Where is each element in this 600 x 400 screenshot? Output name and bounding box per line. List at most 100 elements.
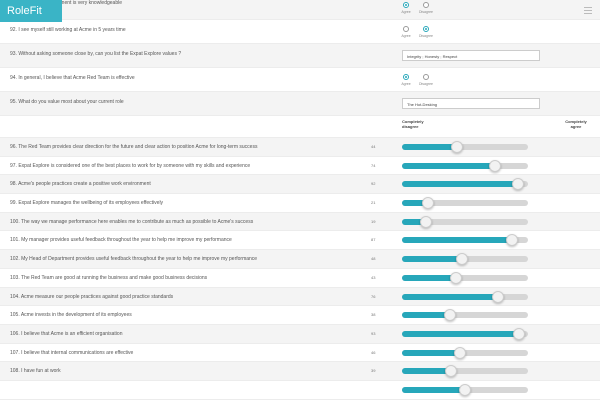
- question-row: 98. Acme's people practices create a pos…: [0, 175, 600, 195]
- question-text: 108. I have fun at work: [10, 368, 61, 375]
- radio-agree[interactable]: Agree: [397, 2, 415, 14]
- slider-fill: [402, 162, 495, 169]
- slider-handle[interactable]: [456, 253, 468, 266]
- slider-fill: [402, 200, 428, 207]
- question-text: 95. What do you value most about your cu…: [10, 99, 124, 105]
- question-text: 101. My manager provides useful feedback…: [10, 237, 232, 244]
- radio-agree[interactable]: Agree: [397, 74, 415, 86]
- slider-handle[interactable]: [444, 309, 456, 322]
- slider-value: 21: [371, 200, 376, 206]
- slider-track[interactable]: [402, 309, 528, 322]
- slider-track[interactable]: [402, 197, 528, 210]
- question-row: 105. Acme invests in the development of …: [0, 306, 600, 325]
- slider-handle[interactable]: [513, 327, 525, 340]
- slider-value: 39: [371, 368, 376, 374]
- slider-fill: [402, 293, 498, 300]
- slider-handle[interactable]: [459, 383, 471, 396]
- question-text: 96. The Red Team provides clear directio…: [10, 144, 258, 150]
- slider-fill: [402, 274, 456, 281]
- slider-track[interactable]: [402, 178, 528, 191]
- slider-value: 44: [371, 144, 376, 149]
- question-text: 91. My Head of Department is very knowle…: [10, 0, 123, 6]
- radio-disagree[interactable]: Disagree: [417, 26, 435, 38]
- question-row: 91. My Head of Department is very knowle…: [0, 0, 600, 20]
- slider-fill: [402, 181, 518, 188]
- slider-track[interactable]: [402, 327, 528, 340]
- slider-track[interactable]: [402, 215, 528, 228]
- slider-track[interactable]: [402, 159, 528, 172]
- slider-handle[interactable]: [492, 290, 504, 303]
- slider-value: 87: [371, 237, 376, 243]
- slider-track[interactable]: [402, 271, 528, 284]
- slider-fill: [402, 368, 451, 375]
- radio-label: Agree: [401, 34, 411, 38]
- slider-handle[interactable]: [512, 178, 524, 191]
- radio-label: Agree: [401, 82, 411, 86]
- radio-circle[interactable]: [403, 74, 409, 80]
- app-logo[interactable]: RoleFit: [0, 0, 62, 22]
- radio-circle[interactable]: [423, 2, 429, 8]
- radio-circle[interactable]: [423, 74, 429, 80]
- radio-disagree[interactable]: Disagree: [417, 2, 435, 14]
- question-text: 99. Expat Explore manages the wellbeing …: [10, 200, 164, 207]
- question-text: 105. Acme invests in the development of …: [10, 312, 132, 319]
- menu-icon[interactable]: [584, 7, 592, 15]
- answer-input[interactable]: Integrity ; Honesty ; Respect: [402, 50, 540, 61]
- slider-track[interactable]: [402, 383, 528, 396]
- question-row: 108. I have fun at work 39: [0, 362, 600, 381]
- slider-fill: [402, 386, 465, 393]
- question-row: 93. Without asking someone close by, can…: [0, 44, 600, 68]
- question-row: 103. The Red Team are good at running th…: [0, 269, 600, 288]
- question-text: 92. I see myself still working at Acme i…: [10, 27, 126, 33]
- radio-label: Agree: [401, 10, 411, 14]
- slider-handle[interactable]: [489, 159, 501, 172]
- question-row: 104. Acme measure our people practices a…: [0, 287, 600, 307]
- scale-left-label: Completely disagree: [402, 119, 424, 129]
- slider-fill: [402, 218, 426, 225]
- slider-fill: [402, 330, 519, 337]
- question-text: 97. Expat Explore is considered one of t…: [10, 162, 251, 169]
- radio-circle[interactable]: [423, 26, 429, 32]
- slider-handle[interactable]: [450, 271, 462, 284]
- slider-handle[interactable]: [422, 197, 434, 210]
- slider-value: 74: [371, 162, 376, 168]
- slider-handle[interactable]: [420, 215, 432, 228]
- question-text: 98. Acme's people practices create a pos…: [10, 181, 151, 188]
- slider-handle[interactable]: [451, 141, 463, 153]
- radio-disagree[interactable]: Disagree: [417, 74, 435, 86]
- answer-input[interactable]: The Hot-Desking: [402, 98, 540, 109]
- slider-value: 92: [371, 181, 376, 187]
- question-text: 106. I believe that Acme is an efficient…: [10, 330, 123, 337]
- slider-handle[interactable]: [506, 234, 518, 247]
- radio-circle[interactable]: [403, 26, 409, 32]
- question-row: 106. I believe that Acme is an efficient…: [0, 324, 600, 344]
- slider-value: 43: [371, 274, 376, 280]
- question-text: 100. The way we manage performance here …: [10, 218, 254, 225]
- radio-label: Disagree: [418, 34, 433, 38]
- slider-track[interactable]: [402, 346, 528, 359]
- slider-track[interactable]: [402, 141, 528, 153]
- question-text: 94. In general, I believe that Acme Red …: [10, 75, 135, 81]
- slider-track[interactable]: [402, 290, 528, 303]
- question-row: [0, 381, 600, 400]
- radio-circle[interactable]: [403, 2, 409, 8]
- slider-track[interactable]: [402, 253, 528, 266]
- slider-track[interactable]: [402, 365, 528, 378]
- slider-fill: [402, 144, 457, 150]
- slider-value: 38: [371, 312, 376, 318]
- slider-fill: [402, 349, 460, 356]
- question-text: 104. Acme measure our people practices a…: [10, 293, 174, 300]
- slider-fill: [402, 312, 450, 319]
- radio-label: Disagree: [418, 10, 433, 14]
- question-text: 103. The Red Team are good at running th…: [10, 274, 208, 281]
- question-row: 101. My manager provides useful feedback…: [0, 231, 600, 251]
- radio-agree[interactable]: Agree: [397, 26, 415, 38]
- slider-value: 76: [371, 293, 376, 299]
- slider-handle[interactable]: [445, 365, 457, 378]
- question-text: 107. I believe that internal communicati…: [10, 349, 134, 356]
- slider-value: 19: [371, 218, 376, 224]
- slider-handle[interactable]: [454, 346, 466, 359]
- radio-label: Disagree: [418, 82, 433, 86]
- slider-track[interactable]: [402, 234, 528, 247]
